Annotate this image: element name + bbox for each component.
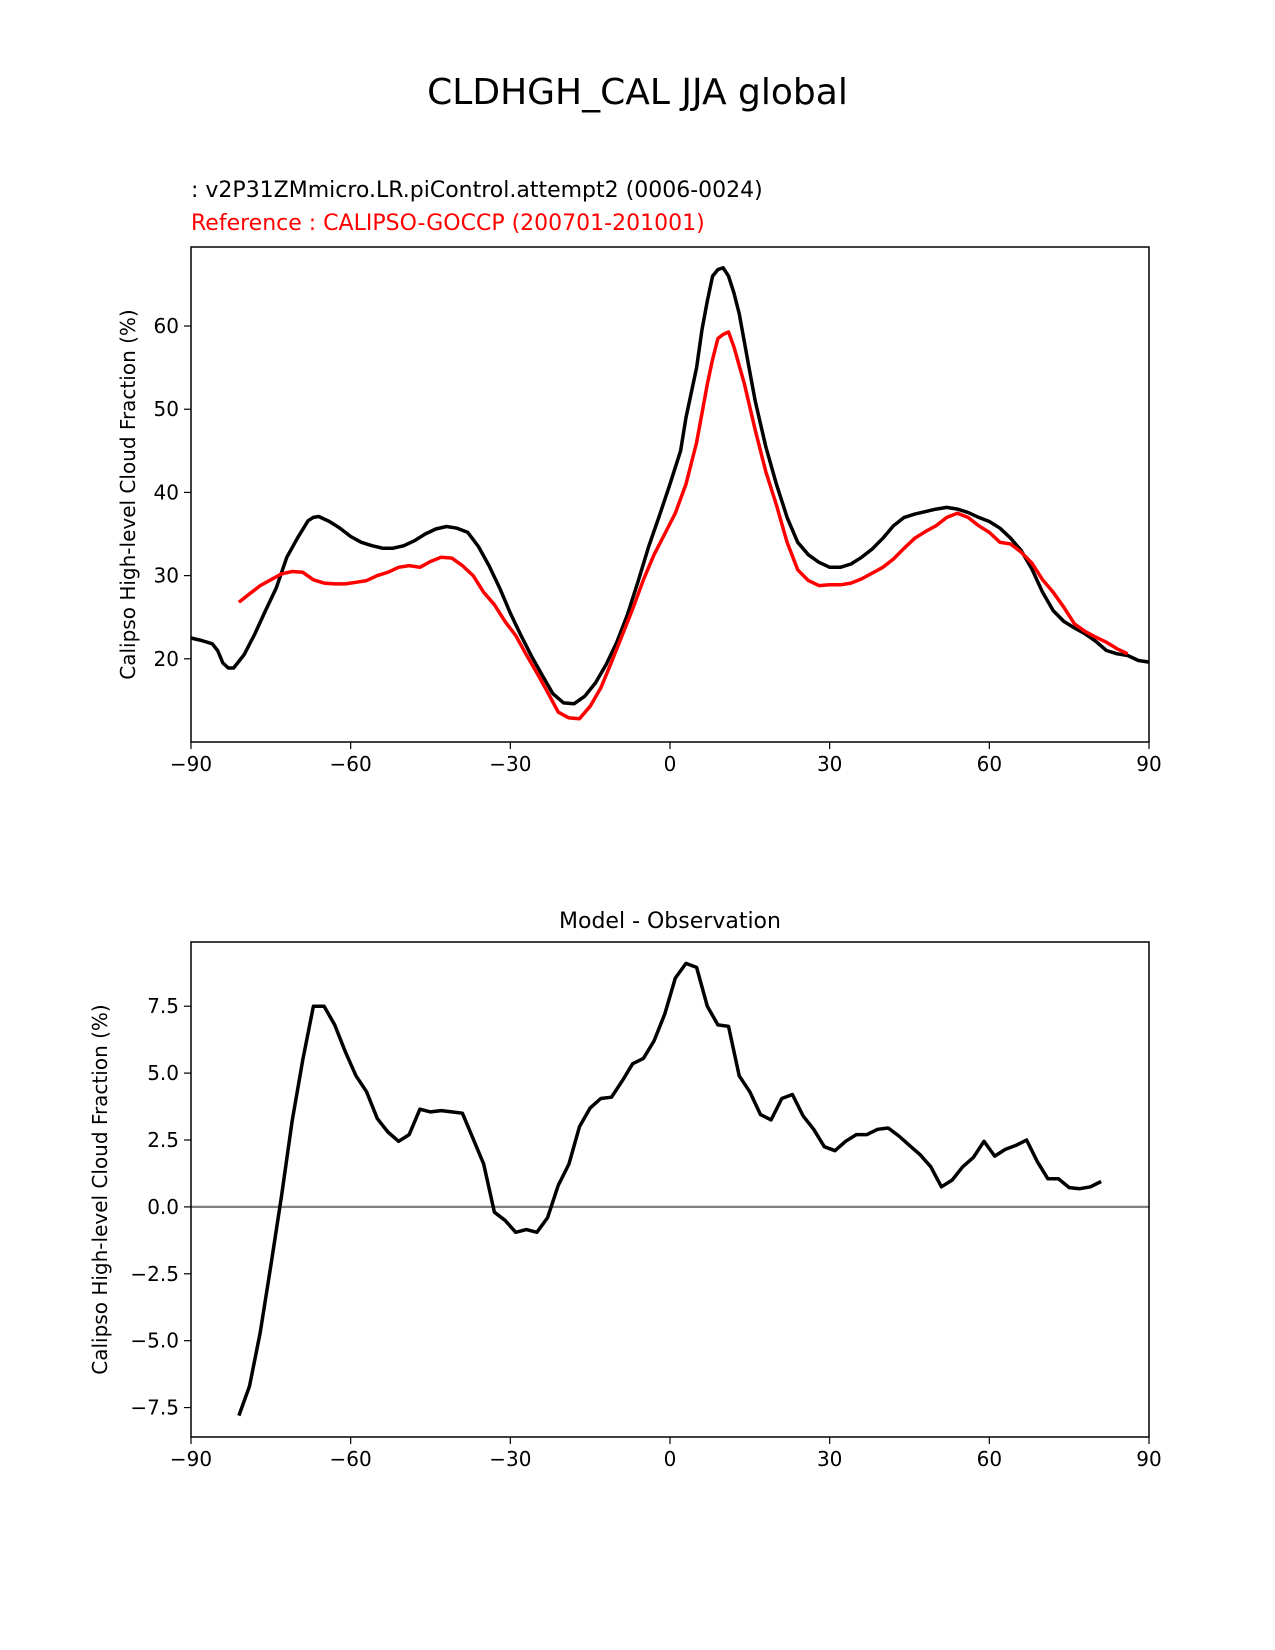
bottom-y-tick-label: 2.5 (147, 1128, 179, 1152)
top-x-tick-label: 0 (664, 752, 677, 776)
legend-reference-label: Reference : CALIPSO-GOCCP (200701-201001… (191, 211, 705, 236)
bottom-x-tick-label: 60 (977, 1447, 1002, 1471)
top-y-tick-label: 60 (154, 314, 179, 338)
top-series-test (190, 266, 1150, 706)
top-y-tick-label: 40 (154, 480, 179, 504)
bottom-x-tick-label: 30 (817, 1447, 842, 1471)
top-y-tick-label: 50 (154, 397, 179, 421)
legend-test-label: : v2P31ZMmicro.LR.piControl.attempt2 (00… (191, 178, 763, 203)
bottom-y-tick-label: 0.0 (147, 1195, 179, 1219)
figure-title: CLDHGH_CAL JJA global (427, 72, 848, 113)
bottom-axes-ticks: −90 −60 −30 0 30 60 90 −7.5 −5.0 −2.5 0.0 2.5 5.0 7.5 (130, 994, 1161, 1471)
bottom-x-tick-label: 0 (664, 1447, 677, 1471)
bottom-plot-lines (191, 961, 1149, 1417)
chart-top: : v2P31ZMmicro.LR.piControl.attempt2 (00… (116, 178, 1162, 776)
bottom-x-tick-label: −30 (489, 1447, 531, 1471)
top-x-tick-label: 30 (817, 752, 842, 776)
top-y-tick-label: 30 (154, 564, 179, 588)
bottom-x-tick-label: −90 (170, 1447, 212, 1471)
bottom-x-tick-label: 90 (1136, 1447, 1161, 1471)
top-y-axis-label: Calipso High-level Cloud Fraction (%) (116, 309, 140, 679)
bottom-chart-title: Model - Observation (559, 909, 781, 934)
bottom-y-tick-label: −7.5 (130, 1396, 179, 1420)
bottom-y-tick-label: −2.5 (130, 1262, 179, 1286)
bottom-y-tick-label: 5.0 (147, 1061, 179, 1085)
top-axes-ticks: −90 −60 −30 0 30 60 90 20 30 40 50 60 (154, 314, 1162, 776)
top-x-tick-label: 60 (977, 752, 1002, 776)
top-y-tick-label: 20 (154, 647, 179, 671)
top-x-tick-label: −60 (330, 752, 372, 776)
top-plot-lines (190, 266, 1150, 721)
bottom-y-tick-label: −5.0 (130, 1329, 179, 1353)
chart-bottom: Model - Observation −90 −60 −30 0 30 60 90 −7.5… (88, 909, 1162, 1471)
bottom-axes-frame (190, 941, 1150, 1438)
top-axes-frame (190, 246, 1150, 743)
bottom-y-axis-label: Calipso High-level Cloud Fraction (%) (88, 1004, 112, 1374)
top-x-tick-label: 90 (1136, 752, 1161, 776)
top-x-tick-label: −90 (170, 752, 212, 776)
bottom-series-difference (237, 961, 1102, 1417)
top-x-tick-label: −30 (489, 752, 531, 776)
bottom-x-tick-label: −60 (330, 1447, 372, 1471)
bottom-y-tick-label: 7.5 (147, 994, 179, 1018)
top-series-reference (237, 330, 1129, 721)
